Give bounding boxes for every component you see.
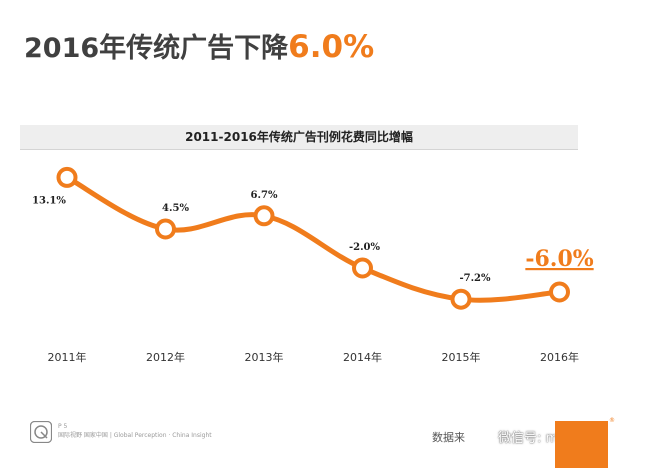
chart-title: 2011-2016年传统广告刊例花费同比增幅 [20,125,578,150]
data-label-2: 4.5% [162,203,189,214]
x-tick-label-5: 2015年 [442,350,481,364]
data-label-3: 6.7% [251,190,278,201]
data-label-6: -6.0% [525,246,593,272]
data-label-4: -2.0% [349,242,381,253]
x-tick-label-4: 2014年 [343,350,382,364]
data-point-5 [450,288,472,310]
x-tick-label-6: 2016年 [540,350,579,364]
footer-tagline: 国际视野 国家中国 | Global Perception · China In… [58,432,212,439]
data-point-1 [56,166,78,188]
registered-mark: ® [609,417,615,424]
data-point-3 [253,205,275,227]
x-tick-label-2: 2012年 [146,350,185,364]
wechat-icon [474,429,494,444]
x-tick-label-1: 2011年 [48,350,87,364]
data-point-6 [549,281,570,303]
data-point-4 [352,257,373,279]
data-label-1: 13.1% [32,195,66,206]
data-label-5: -7.2% [459,273,491,284]
data-point-2 [155,218,176,240]
slide-title: 2016年传统广告下降6.0% [24,26,374,65]
slide-title-text: 2016年传统广告下降 [24,33,289,64]
brand-logo-icon [30,421,52,443]
slide-title-highlight: 6.0% [288,29,375,65]
data-source-label: 数据来 [432,431,465,444]
footer-page-number: P 5 [58,423,68,430]
footer-info: P 5 国际视野 国家中国 | Global Perception · Chin… [58,422,212,440]
brand-corner-block [555,421,608,468]
x-tick-label-3: 2013年 [245,350,284,364]
